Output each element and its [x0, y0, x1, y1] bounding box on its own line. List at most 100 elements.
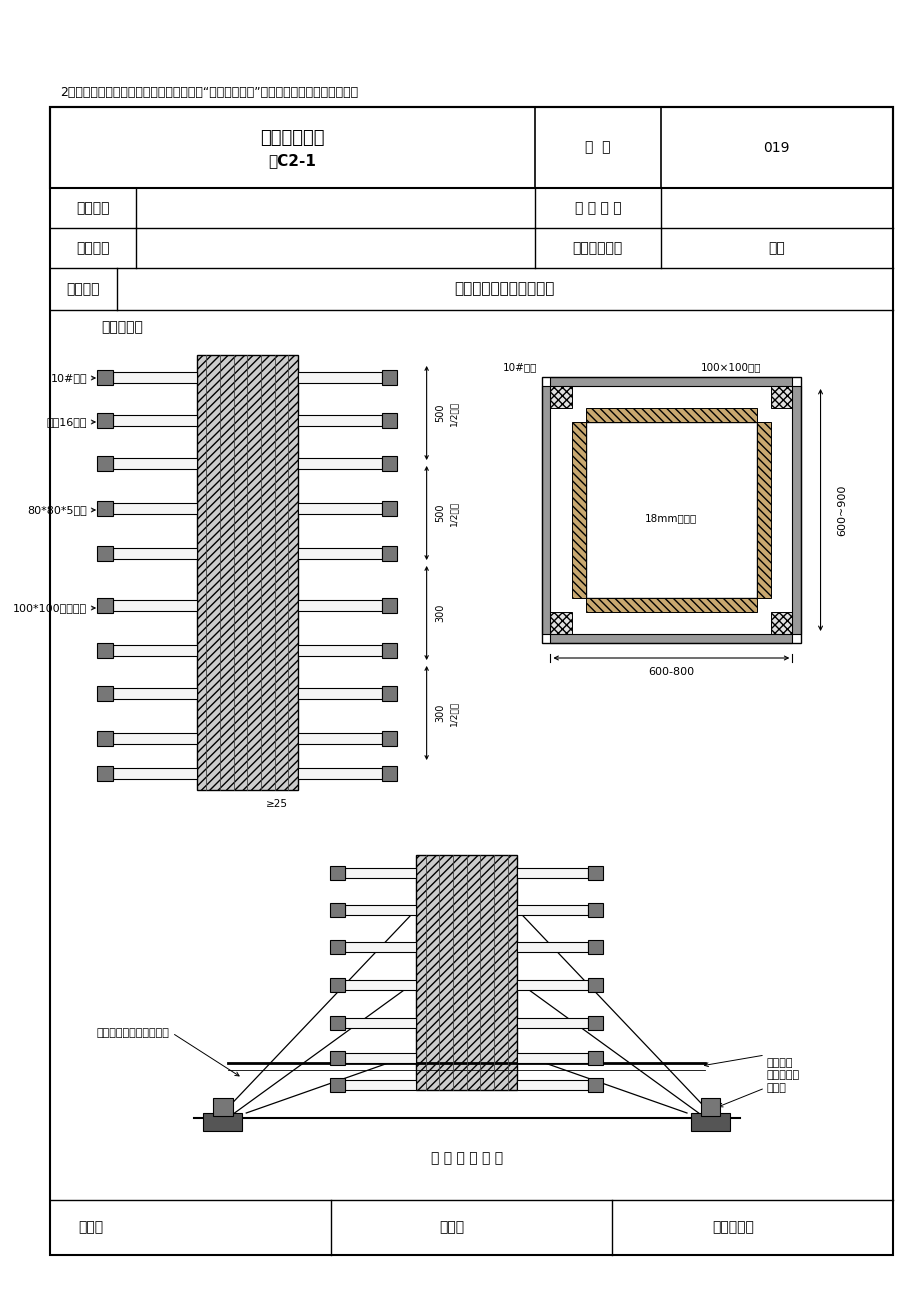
Bar	[345, 980, 415, 990]
Text: 交底内容：: 交底内容：	[101, 320, 142, 335]
Bar	[97, 598, 112, 613]
Text: 600~900: 600~900	[836, 484, 846, 535]
Bar	[516, 1079, 588, 1090]
Bar	[381, 501, 397, 516]
Bar	[197, 355, 298, 790]
Text: 模板: 模板	[767, 241, 785, 255]
Text: 100×100方木: 100×100方木	[700, 362, 760, 372]
Bar	[345, 1079, 415, 1090]
Bar	[516, 1053, 588, 1062]
Bar	[588, 904, 603, 917]
Text: 500: 500	[435, 404, 445, 422]
Text: 编  号: 编 号	[584, 141, 610, 155]
Text: 600-800: 600-800	[648, 667, 694, 677]
Bar	[330, 1016, 345, 1030]
Bar	[345, 1053, 415, 1062]
Bar	[381, 413, 397, 428]
Bar	[112, 733, 197, 743]
Bar	[97, 413, 112, 428]
Text: 2、当做分项工程施工技术交底时，应填写“分项工程名称”栏，其他技术交底可不填写。: 2、当做分项工程施工技术交底时，应填写“分项工程名称”栏，其他技术交底可不填写。	[60, 86, 357, 99]
Bar	[572, 422, 584, 598]
Bar	[112, 548, 197, 559]
Bar	[298, 372, 381, 383]
Bar	[112, 372, 197, 383]
Bar	[330, 1078, 345, 1092]
Bar	[97, 686, 112, 700]
Bar	[97, 730, 112, 746]
Text: 100*100方木背助: 100*100方木背助	[13, 603, 87, 613]
Text: 审核人: 审核人	[79, 1220, 104, 1234]
Bar	[330, 904, 345, 917]
Bar	[203, 1113, 242, 1131]
Bar	[112, 415, 197, 426]
Bar	[791, 385, 800, 634]
Bar	[516, 943, 588, 952]
Text: 80*80*5钓板: 80*80*5钓板	[28, 505, 87, 516]
Text: 300: 300	[435, 604, 445, 622]
Text: 独立柱模板施工技术交底: 独立柱模板施工技术交底	[454, 281, 554, 297]
Bar	[550, 385, 572, 408]
Text: 柱 模 板 支 撑 图: 柱 模 板 支 撑 图	[430, 1151, 502, 1165]
Bar	[298, 503, 381, 514]
Text: ≥25: ≥25	[266, 799, 287, 809]
Bar	[756, 422, 770, 598]
Bar	[588, 1016, 603, 1030]
Bar	[330, 940, 345, 954]
Bar	[112, 503, 197, 514]
Bar	[584, 598, 756, 612]
Text: 交 底 日 期: 交 底 日 期	[573, 201, 620, 215]
Bar	[381, 730, 397, 746]
Text: 019: 019	[763, 141, 789, 155]
Text: 直径16钉筋: 直径16钉筋	[47, 417, 87, 427]
Bar	[700, 1098, 720, 1116]
Bar	[381, 456, 397, 471]
Bar	[588, 1078, 603, 1092]
Bar	[330, 978, 345, 992]
Bar	[298, 733, 381, 743]
Bar	[381, 766, 397, 781]
Bar	[51, 107, 891, 1255]
Bar	[541, 378, 800, 643]
Bar	[516, 980, 588, 990]
Bar	[112, 687, 197, 699]
Bar	[550, 378, 791, 385]
Text: 柱斜撑: 柱斜撑	[766, 1083, 786, 1092]
Bar	[381, 370, 397, 385]
Bar	[112, 644, 197, 656]
Bar	[97, 766, 112, 781]
Bar	[97, 643, 112, 658]
Text: 分项工程名称: 分项工程名称	[573, 241, 622, 255]
Bar	[516, 1018, 588, 1029]
Text: 交底提要: 交底提要	[66, 283, 100, 296]
Bar	[298, 548, 381, 559]
Bar	[770, 385, 791, 408]
Text: 表C2-1: 表C2-1	[268, 154, 316, 168]
Text: 1/2柱距: 1/2柱距	[449, 401, 458, 426]
Bar	[381, 546, 397, 561]
Bar	[381, 686, 397, 700]
Text: 10#槽钓: 10#槽钓	[51, 372, 87, 383]
Bar	[584, 422, 756, 598]
Text: 300: 300	[435, 704, 445, 723]
Bar	[345, 943, 415, 952]
Bar	[345, 868, 415, 878]
Bar	[298, 644, 381, 656]
Bar	[381, 598, 397, 613]
Bar	[330, 1051, 345, 1065]
Bar	[112, 768, 197, 779]
Bar	[330, 866, 345, 880]
Bar	[584, 408, 756, 422]
Text: 18mm木胶板: 18mm木胶板	[644, 513, 697, 523]
Bar	[541, 385, 550, 634]
Text: 1/2柱距: 1/2柱距	[449, 700, 458, 725]
Text: 10#槽钓: 10#槽钓	[502, 362, 536, 372]
Text: 施工单位: 施工单位	[76, 241, 109, 255]
Bar	[588, 940, 603, 954]
Bar	[51, 107, 891, 187]
Bar	[97, 370, 112, 385]
Bar	[112, 600, 197, 611]
Bar	[298, 768, 381, 779]
Bar	[345, 905, 415, 915]
Bar	[516, 905, 588, 915]
Text: 铅丝斜拉（加花篹螺丝）: 铅丝斜拉（加花篹螺丝）	[96, 1029, 169, 1038]
